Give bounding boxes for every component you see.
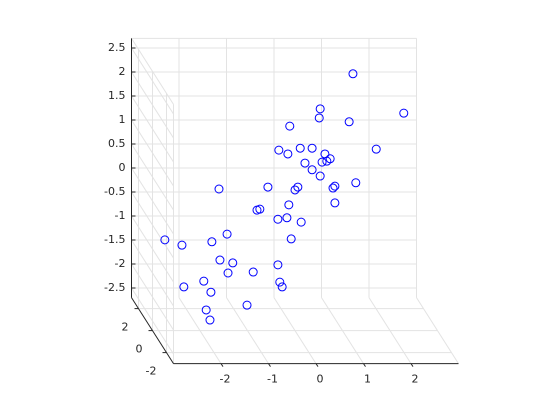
z-tick-label: -2.5 xyxy=(104,281,125,294)
point xyxy=(248,267,258,277)
z-tick-label: 2 xyxy=(119,65,126,78)
x-tick xyxy=(268,363,271,367)
point xyxy=(228,258,238,268)
point xyxy=(215,255,225,265)
z-tick-label: -2 xyxy=(115,257,126,270)
point xyxy=(330,198,340,208)
grid-line xyxy=(131,119,174,187)
point xyxy=(274,145,284,155)
x-tick xyxy=(363,363,366,367)
grid-line xyxy=(131,239,174,307)
point xyxy=(275,277,285,287)
point xyxy=(242,300,252,310)
grid-line xyxy=(131,47,174,115)
point xyxy=(277,282,287,292)
z-tick-label: 1 xyxy=(119,113,126,126)
point xyxy=(399,108,409,118)
y-tick-label: 0 xyxy=(136,343,143,356)
z-tick-label: -1 xyxy=(115,209,126,222)
grid-line xyxy=(131,143,174,211)
grid-line xyxy=(131,263,174,331)
grid-line xyxy=(131,95,174,163)
x-tick xyxy=(220,363,224,367)
point xyxy=(160,235,170,245)
x-tick-label: 2 xyxy=(412,373,419,386)
grid-line xyxy=(131,215,174,283)
box-edge xyxy=(416,297,459,364)
point xyxy=(293,182,303,192)
point xyxy=(317,157,327,167)
point xyxy=(307,165,317,175)
z-tick-label: 0.5 xyxy=(108,137,126,150)
x-tick-label: -1 xyxy=(267,373,278,386)
point xyxy=(371,144,381,154)
z-tick-label: -1.5 xyxy=(104,233,125,246)
point xyxy=(315,171,325,181)
point xyxy=(252,205,262,215)
point xyxy=(351,178,361,188)
x-tick xyxy=(315,363,319,367)
point xyxy=(214,184,224,194)
point xyxy=(201,305,211,315)
point xyxy=(286,234,296,244)
point xyxy=(207,237,217,247)
point xyxy=(273,260,283,270)
x-tick-label: 0 xyxy=(317,373,324,386)
point xyxy=(300,158,310,168)
point xyxy=(290,185,300,195)
point xyxy=(314,113,324,123)
grid-line xyxy=(131,191,174,259)
x-tick xyxy=(410,363,414,367)
grid-line xyxy=(131,71,174,139)
point xyxy=(283,149,293,159)
point xyxy=(282,213,292,223)
point xyxy=(328,183,338,193)
z-tick-label: 2.5 xyxy=(108,41,126,54)
point xyxy=(344,117,354,127)
point xyxy=(307,143,317,153)
point xyxy=(177,240,187,250)
point xyxy=(222,229,232,239)
y-tick-label: 2 xyxy=(122,321,129,334)
point xyxy=(263,182,273,192)
x-tick-label: -2 xyxy=(220,373,231,386)
point xyxy=(206,287,216,297)
box-edge xyxy=(131,38,174,105)
z-tick-label: 0 xyxy=(119,161,126,174)
point xyxy=(205,315,215,325)
z-tick-label: -0.5 xyxy=(104,185,125,198)
point xyxy=(315,104,325,114)
point xyxy=(285,121,295,131)
point xyxy=(223,268,233,278)
point xyxy=(199,276,209,286)
grid-line xyxy=(131,287,174,355)
point xyxy=(296,217,306,227)
x-tick-label: 1 xyxy=(364,373,371,386)
point xyxy=(179,282,189,292)
point xyxy=(295,143,305,153)
grid-line xyxy=(131,167,174,235)
point xyxy=(322,156,332,166)
point xyxy=(273,214,283,224)
y-tick-label: -2 xyxy=(146,365,157,378)
point xyxy=(330,181,340,191)
point xyxy=(284,200,294,210)
z-tick-label: 1.5 xyxy=(108,89,126,102)
point xyxy=(348,69,358,79)
